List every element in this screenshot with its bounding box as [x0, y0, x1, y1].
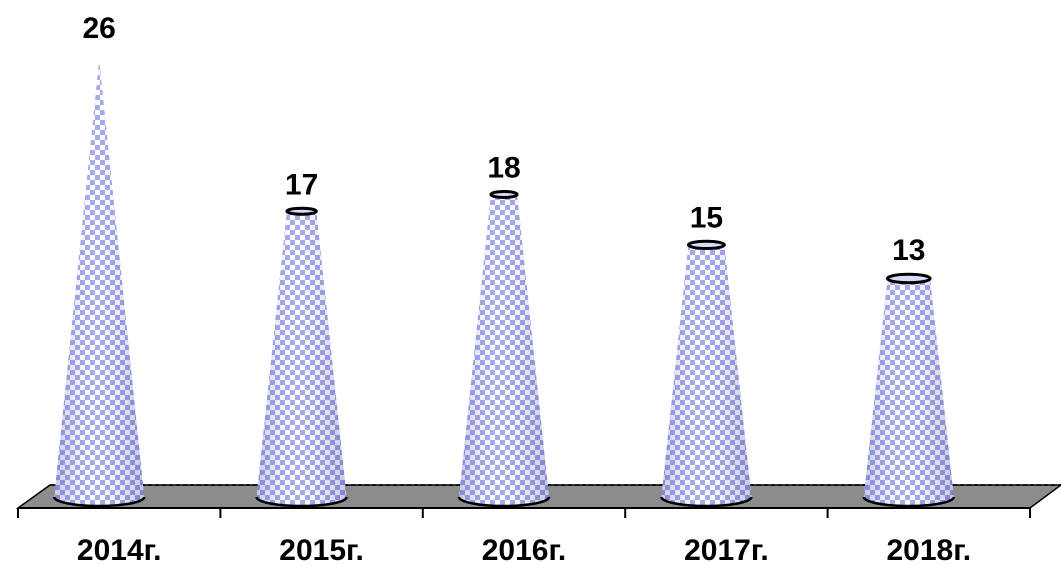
cone-shading	[54, 60, 145, 506]
cone-bar-2018г.	[862, 272, 956, 508]
cone-top-cap	[686, 239, 726, 250]
data-label: 18	[487, 151, 520, 184]
data-label: 17	[285, 168, 318, 201]
cone-series	[52, 60, 956, 508]
cone-shading	[459, 194, 549, 506]
x-axis-tick-labels: 2014г. 2015г. 2016г. 2017г. 2018г.	[77, 534, 971, 565]
cone-shading	[863, 278, 954, 506]
cone-bar-2014г.	[52, 60, 146, 508]
cone-bar-2015г.	[255, 206, 348, 508]
cone-base-edge	[862, 496, 956, 508]
data-labels: 26 17 18 15 13	[83, 12, 926, 267]
x-axis-tick-label: 2014г.	[77, 534, 162, 565]
x-axis-tick-label: 2016г.	[482, 534, 567, 565]
x-axis-tick-label: 2017г.	[684, 534, 769, 565]
cone-base-edge	[255, 496, 348, 508]
cone-base-edge	[52, 496, 146, 508]
data-label: 15	[690, 201, 723, 234]
cone-base-edge	[457, 496, 551, 508]
cone-top-cap	[285, 206, 318, 216]
x-axis-tick-label: 2015г.	[279, 534, 364, 565]
cone-base-edge	[660, 496, 753, 508]
x-axis-tick-label: 2018г.	[887, 534, 972, 565]
cone-top-cap	[886, 272, 932, 285]
cone-bar-2017г.	[660, 239, 753, 508]
cone-shading	[661, 244, 752, 506]
x-axis-ticks	[17, 508, 1031, 518]
data-label: 13	[892, 234, 925, 267]
cone-shading	[256, 211, 347, 506]
data-label: 26	[83, 12, 116, 45]
cone-bar-2016г.	[457, 189, 551, 508]
cone-top-cap	[489, 189, 519, 199]
